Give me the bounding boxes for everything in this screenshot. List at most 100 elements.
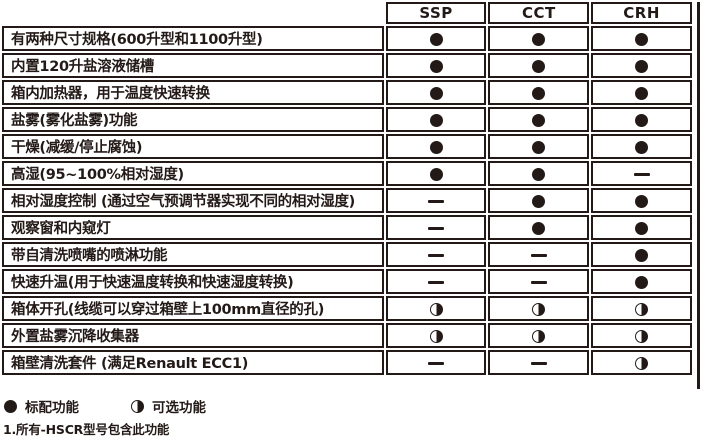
dash-icon bbox=[428, 227, 445, 230]
feature-value-cell bbox=[591, 242, 692, 267]
feature-value-cell bbox=[385, 242, 487, 267]
legend-standard-label: 标配功能 bbox=[25, 400, 79, 416]
standard-feature-icon bbox=[532, 195, 546, 208]
dash-icon bbox=[530, 362, 547, 365]
feature-value-cell bbox=[385, 107, 487, 132]
feature-label: 高湿(95~100%相对湿度) bbox=[2, 161, 384, 186]
feature-value-cell bbox=[385, 323, 487, 348]
feature-value-cell bbox=[591, 53, 692, 78]
optional-feature-icon bbox=[635, 330, 649, 343]
feature-value-cell bbox=[591, 269, 692, 294]
standard-feature-icon bbox=[429, 33, 443, 46]
feature-value-cell bbox=[385, 296, 487, 321]
table-row: 内置120升盐溶液储槽 bbox=[2, 53, 692, 78]
standard-feature-icon bbox=[635, 60, 649, 73]
feature-value-cell bbox=[591, 188, 692, 213]
column-header-crh: CRH bbox=[591, 2, 692, 24]
feature-value-cell bbox=[385, 188, 487, 213]
feature-value-cell bbox=[385, 215, 487, 240]
column-header-ssp: SSP bbox=[385, 2, 487, 24]
table-row: 盐雾(雾化盐雾)功能 bbox=[2, 107, 692, 132]
standard-feature-icon bbox=[429, 60, 443, 73]
feature-value-cell bbox=[488, 134, 590, 159]
legend-item-optional: 可选功能 bbox=[131, 396, 206, 416]
table-row: 带自清洗喷嘴的喷淋功能 bbox=[2, 242, 692, 267]
feature-label: 盐雾(雾化盐雾)功能 bbox=[2, 107, 384, 132]
feature-label: 观察窗和内窥灯 bbox=[2, 215, 384, 240]
feature-value-cell bbox=[488, 107, 590, 132]
standard-feature-icon bbox=[635, 249, 649, 262]
feature-value-cell bbox=[488, 323, 590, 348]
standard-feature-icon bbox=[635, 33, 649, 46]
dash-icon bbox=[428, 254, 445, 257]
standard-feature-icon bbox=[429, 141, 443, 154]
table-outer-right-border bbox=[697, 2, 700, 389]
optional-feature-icon bbox=[532, 303, 546, 316]
standard-feature-icon bbox=[429, 87, 443, 100]
table-row: 箱体开孔(线缆可以穿过箱壁上100mm直径的孔) bbox=[2, 296, 692, 321]
feature-value-cell bbox=[591, 215, 692, 240]
feature-value-cell bbox=[488, 188, 590, 213]
table-row: 观察窗和内窥灯 bbox=[2, 215, 692, 240]
feature-value-cell bbox=[488, 161, 590, 186]
feature-value-cell bbox=[488, 350, 590, 375]
header-corner-blank bbox=[2, 2, 384, 24]
optional-feature-icon bbox=[635, 303, 649, 316]
standard-feature-icon bbox=[532, 114, 546, 127]
optional-feature-icon bbox=[532, 330, 546, 343]
legend-item-standard: 标配功能 bbox=[4, 396, 79, 416]
standard-feature-icon bbox=[635, 222, 649, 235]
feature-value-cell bbox=[488, 215, 590, 240]
standard-feature-icon bbox=[532, 60, 546, 73]
feature-label: 有两种尺寸规格(600升型和1100升型) bbox=[2, 26, 384, 51]
standard-feature-icon bbox=[532, 141, 546, 154]
column-header-cct: CCT bbox=[488, 2, 590, 24]
table-row: 外置盐雾沉降收集器 bbox=[2, 323, 692, 348]
dash-icon bbox=[530, 281, 547, 284]
feature-value-cell bbox=[488, 80, 590, 105]
feature-table-body: 有两种尺寸规格(600升型和1100升型) 内置120升盐溶液储槽 箱内加热器，用于… bbox=[2, 26, 692, 375]
feature-value-cell bbox=[385, 53, 487, 78]
feature-value-cell bbox=[591, 161, 692, 186]
dash-icon bbox=[530, 254, 547, 257]
feature-value-cell bbox=[385, 161, 487, 186]
legend: 标配功能 可选功能 bbox=[4, 396, 206, 416]
standard-feature-icon bbox=[532, 33, 546, 46]
standard-feature-icon bbox=[4, 399, 17, 413]
feature-label: 外置盐雾沉降收集器 bbox=[2, 323, 384, 348]
standard-feature-icon bbox=[635, 195, 649, 208]
standard-feature-icon bbox=[429, 168, 443, 181]
feature-value-cell bbox=[488, 269, 590, 294]
feature-value-cell bbox=[591, 107, 692, 132]
optional-feature-icon bbox=[429, 303, 443, 316]
standard-feature-icon bbox=[635, 87, 649, 100]
feature-value-cell bbox=[591, 323, 692, 348]
feature-label: 箱壁清洗套件 (满足Renault ECC1) bbox=[2, 350, 384, 375]
standard-feature-icon bbox=[532, 168, 546, 181]
table-row: 干燥(减缓/停止腐蚀) bbox=[2, 134, 692, 159]
legend-optional-label: 可选功能 bbox=[152, 400, 206, 416]
feature-value-cell bbox=[591, 296, 692, 321]
optional-feature-icon bbox=[635, 357, 649, 370]
feature-value-cell bbox=[385, 26, 487, 51]
feature-label: 相对湿度控制 (通过空气预调节器实现不同的相对湿度) bbox=[2, 188, 384, 213]
feature-label: 箱体开孔(线缆可以穿过箱壁上100mm直径的孔) bbox=[2, 296, 384, 321]
dash-icon bbox=[428, 200, 445, 203]
table-row: 相对湿度控制 (通过空气预调节器实现不同的相对湿度) bbox=[2, 188, 692, 213]
feature-value-cell bbox=[591, 80, 692, 105]
standard-feature-icon bbox=[635, 114, 649, 127]
footnote: 1.所有-HSCR型号包含此功能 bbox=[3, 422, 170, 437]
dash-icon bbox=[428, 281, 445, 284]
feature-value-cell bbox=[488, 296, 590, 321]
feature-value-cell bbox=[488, 26, 590, 51]
header-row: SSP CCT CRH bbox=[2, 2, 692, 24]
feature-comparison-table: SSP CCT CRH 有两种尺寸规格(600升型和1100升型) 内置120升盐… bbox=[2, 2, 692, 375]
feature-label: 箱内加热器，用于温度快速转换 bbox=[2, 80, 384, 105]
feature-value-cell bbox=[591, 26, 692, 51]
standard-feature-icon bbox=[429, 114, 443, 127]
optional-feature-icon bbox=[429, 330, 443, 343]
table-row: 快速升温(用于快速温度转换和快速湿度转换) bbox=[2, 269, 692, 294]
table-row: 有两种尺寸规格(600升型和1100升型) bbox=[2, 26, 692, 51]
feature-value-cell bbox=[591, 350, 692, 375]
